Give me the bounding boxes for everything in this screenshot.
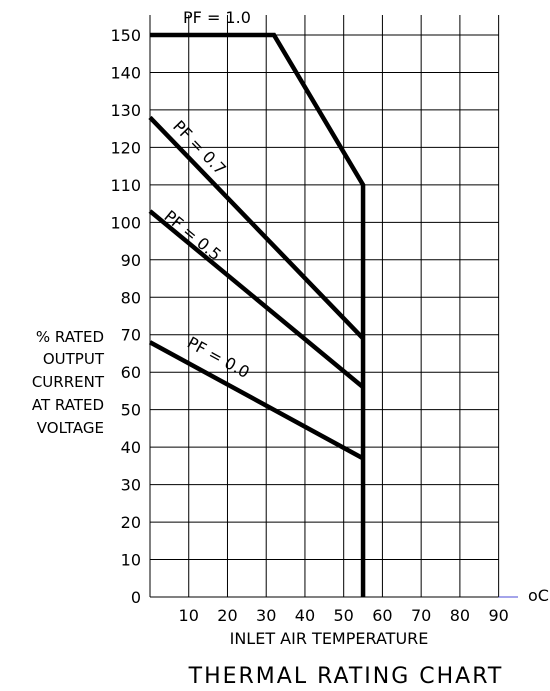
y-tick-label: 90 [121,251,141,270]
y-tick-label: 40 [121,438,141,457]
y-tick-label: 50 [121,401,141,420]
y-tick-label: 110 [110,176,141,195]
x-tick-label: 30 [256,606,276,625]
y-axis-label-line: VOLTAGE [37,419,104,437]
x-tick-label: 80 [450,606,470,625]
y-tick-label: 0 [131,588,141,607]
x-tick-label: 90 [488,606,508,625]
y-tick-label: 30 [121,476,141,495]
x-tick-label: 50 [334,606,354,625]
x-tick-label: 70 [411,606,431,625]
grid [149,15,518,598]
y-axis-label: % RATED OUTPUT CURRENT AT RATED VOLTAGE [32,328,105,437]
x-axis-unit: oC [528,586,549,605]
series-line [148,209,365,389]
x-tick-label: 60 [372,606,392,625]
y-tick-label: 130 [110,101,141,120]
x-tick-label: 10 [179,606,199,625]
y-axis-label-line: % RATED [36,328,104,346]
tick-labels: 0 10 20 30 40 50 60 70 80 90 100 110 120 130 140 150 10 2… [110,26,508,625]
series-label: PF = 0.0 [184,333,253,382]
y-axis-label-line: CURRENT [32,373,105,391]
x-axis-label: INLET AIR TEMPERATURE [230,629,429,648]
y-tick-label: 70 [121,326,141,345]
y-axis-label-line: OUTPUT [43,350,105,368]
y-tick-label: 100 [110,213,141,232]
x-tick-label: 40 [295,606,315,625]
x-tick-label: 20 [217,606,237,625]
y-tick-label: 80 [121,288,141,307]
series-line [148,115,365,341]
series-line [148,340,365,461]
y-tick-label: 120 [110,138,141,157]
series-label: PF = 0.5 [160,206,224,264]
y-tick-label: 20 [121,513,141,532]
y-axis-label-line: AT RATED [32,396,104,414]
curves [148,32,366,597]
series-labels: PF = 1.0PF = 0.7PF = 0.5PF = 0.0 [160,8,252,382]
y-tick-label: 10 [121,551,141,570]
chart-title: THERMAL RATING CHART [188,664,504,689]
y-tick-label: 150 [110,26,141,45]
y-tick-label: 60 [121,363,141,382]
series-line [150,32,366,597]
series-label: PF = 1.0 [183,8,251,27]
y-tick-label: 140 [110,63,141,82]
